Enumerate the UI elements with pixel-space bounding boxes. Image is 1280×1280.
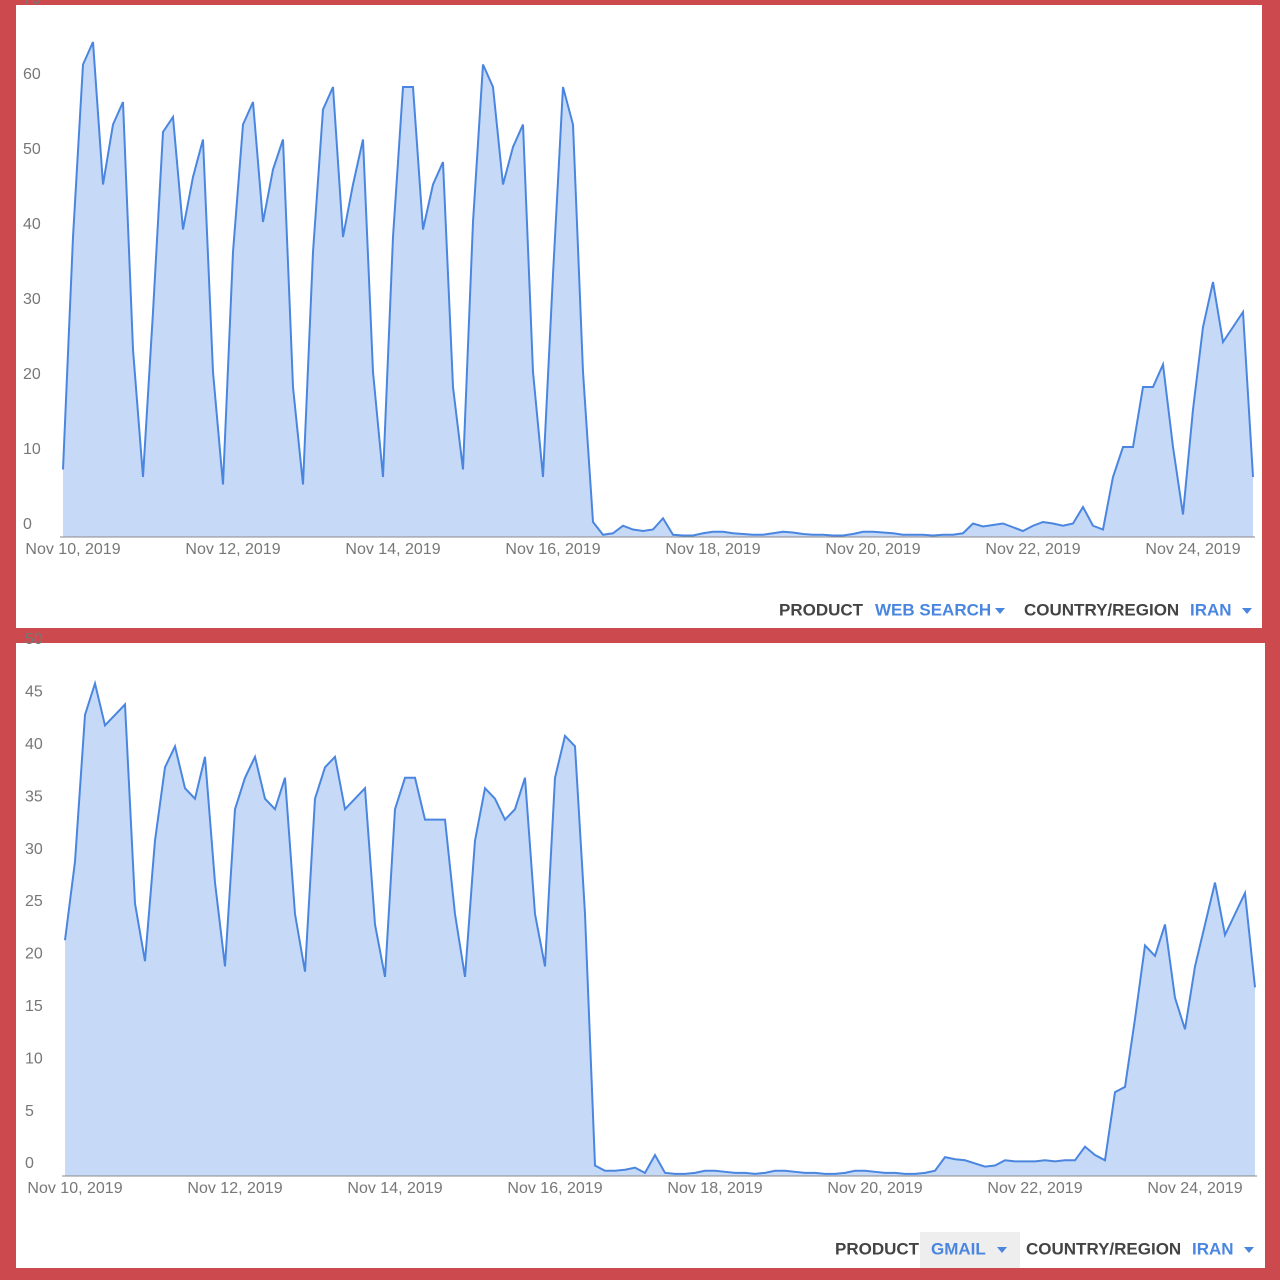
y-tick-label: 60 bbox=[23, 66, 41, 83]
y-tick-label: 40 bbox=[25, 736, 43, 753]
y-tick-label: 35 bbox=[25, 788, 43, 805]
line bbox=[62, 41, 1254, 537]
x-tick-label: Nov 12, 2019 bbox=[187, 1180, 282, 1197]
y-tick-label: 70 bbox=[23, 0, 41, 8]
dropdown-arrow[interactable] bbox=[1244, 1247, 1254, 1253]
x-tick-label: Nov 12, 2019 bbox=[185, 541, 280, 558]
y-tick-label: 5 bbox=[25, 1103, 34, 1120]
x-tick-label: Nov 16, 2019 bbox=[505, 541, 600, 558]
x-tick-label: Nov 10, 2019 bbox=[25, 541, 120, 558]
x-tick-label: Nov 20, 2019 bbox=[827, 1180, 922, 1197]
y-tick-label: 40 bbox=[23, 216, 41, 233]
filter-label: PRODUCT bbox=[835, 1239, 920, 1258]
x-tick-label: Nov 14, 2019 bbox=[345, 541, 440, 558]
y-tick-label: 50 bbox=[23, 141, 41, 158]
y-tick-label: 30 bbox=[25, 841, 43, 858]
x-tick-label: Nov 24, 2019 bbox=[1147, 1180, 1242, 1197]
x-tick-label: Nov 22, 2019 bbox=[987, 1180, 1082, 1197]
dropdown-arrow[interactable] bbox=[995, 608, 1005, 614]
y-tick-label: 20 bbox=[25, 946, 43, 963]
dropdown-arrow[interactable] bbox=[1242, 608, 1252, 614]
y-tick-label: 0 bbox=[23, 516, 32, 533]
y-tick-label: 15 bbox=[25, 998, 43, 1015]
x-tick-label: Nov 14, 2019 bbox=[347, 1180, 442, 1197]
x-tick-label: Nov 24, 2019 bbox=[1145, 541, 1240, 558]
y-tick-label: 10 bbox=[25, 1050, 43, 1067]
filter-value[interactable]: WEB SEARCH bbox=[875, 600, 991, 619]
area bbox=[63, 42, 1253, 537]
x-tick-label: Nov 22, 2019 bbox=[985, 541, 1080, 558]
filter-label: COUNTRY/REGION bbox=[1026, 1239, 1181, 1258]
y-tick-label: 10 bbox=[23, 441, 41, 458]
line bbox=[64, 679, 1256, 1175]
y-tick-label: 25 bbox=[25, 893, 43, 910]
x-tick-label: Nov 16, 2019 bbox=[507, 1180, 602, 1197]
x-tick-label: Nov 18, 2019 bbox=[667, 1180, 762, 1197]
y-tick-label: 20 bbox=[23, 366, 41, 383]
x-tick-label: Nov 18, 2019 bbox=[665, 541, 760, 558]
x-tick-label: Nov 20, 2019 bbox=[825, 541, 920, 558]
filter-label: PRODUCT bbox=[779, 600, 864, 619]
dropdown-arrow[interactable] bbox=[997, 1247, 1007, 1253]
y-tick-label: 45 bbox=[25, 684, 43, 701]
filter-value[interactable]: IRAN bbox=[1190, 600, 1232, 619]
filter-value[interactable]: GMAIL bbox=[931, 1239, 986, 1258]
area bbox=[65, 683, 1255, 1176]
y-tick-label: 0 bbox=[25, 1155, 34, 1172]
filter-value[interactable]: IRAN bbox=[1192, 1239, 1234, 1258]
y-tick-label: 50 bbox=[25, 631, 43, 648]
x-tick-label: Nov 10, 2019 bbox=[27, 1180, 122, 1197]
y-tick-label: 30 bbox=[23, 291, 41, 308]
filter-label: COUNTRY/REGION bbox=[1024, 600, 1179, 619]
